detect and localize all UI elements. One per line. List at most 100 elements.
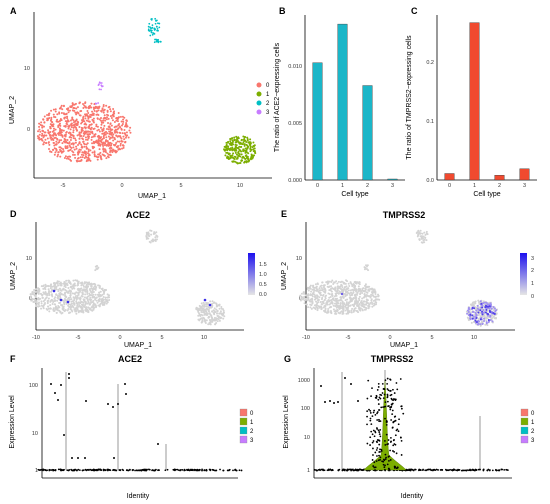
cell-point xyxy=(486,307,489,310)
cell-point xyxy=(476,304,479,307)
cell-point xyxy=(88,154,91,157)
cell-point xyxy=(77,311,80,314)
cell-point xyxy=(37,298,40,301)
cell-point xyxy=(42,287,45,290)
cell-point xyxy=(76,280,79,283)
cell-point xyxy=(99,140,102,143)
cell-point xyxy=(72,286,75,289)
cell-point xyxy=(49,131,52,134)
cell-point xyxy=(76,134,79,137)
cell-point xyxy=(121,468,124,471)
cell-point xyxy=(79,310,82,313)
cell-point xyxy=(352,305,355,308)
cell-point xyxy=(82,311,85,314)
cell-point xyxy=(363,300,366,303)
cell-point xyxy=(59,291,62,294)
cell-point xyxy=(54,299,57,302)
cell-point xyxy=(195,307,198,310)
cell-point xyxy=(340,288,343,291)
cell-point xyxy=(85,119,88,122)
cell-point xyxy=(106,293,109,296)
cell-point xyxy=(97,140,100,143)
cell-point xyxy=(87,115,90,118)
bar xyxy=(494,175,505,181)
cell-point xyxy=(31,293,34,296)
cell-point xyxy=(101,289,104,292)
cell-point xyxy=(322,286,325,289)
cell-point xyxy=(89,115,92,118)
cell-point xyxy=(93,151,96,154)
cell-point xyxy=(47,288,50,291)
expressing-cell xyxy=(59,298,63,302)
cell-point xyxy=(346,280,349,283)
cell-point xyxy=(505,468,508,471)
cell-point xyxy=(158,26,161,29)
cell-point xyxy=(153,469,156,472)
cell-point xyxy=(148,235,151,238)
cell-point xyxy=(332,308,335,311)
cell-point xyxy=(305,297,308,300)
cell-point xyxy=(229,140,232,143)
cell-point xyxy=(479,324,482,327)
cell-point xyxy=(335,294,338,297)
cell-point xyxy=(75,113,78,116)
cell-point xyxy=(61,134,64,137)
cell-point xyxy=(102,295,105,298)
cell-point xyxy=(364,284,367,287)
cell-point xyxy=(391,409,394,412)
cell-point xyxy=(46,299,49,302)
feature-d-colorbar xyxy=(248,253,255,295)
cell-point xyxy=(220,305,223,308)
cell-point xyxy=(104,133,107,136)
cell-point xyxy=(98,148,101,151)
cell-point xyxy=(154,17,157,20)
bar xyxy=(312,62,323,181)
cell-point xyxy=(328,303,331,306)
cell-point xyxy=(306,294,309,297)
cell-point xyxy=(437,469,439,471)
cell-point xyxy=(155,238,158,241)
cell-point xyxy=(70,300,73,303)
cell-point xyxy=(414,468,416,471)
cell-point xyxy=(308,299,311,302)
cell-point xyxy=(203,303,206,306)
cell-point xyxy=(324,307,327,310)
cell-point xyxy=(345,301,348,304)
cell-point xyxy=(57,288,60,291)
tmprss2-violin-plot: TMPRSS2 Expression Level Identity 1000 1… xyxy=(283,354,535,500)
cell-point xyxy=(326,301,329,304)
cell-point xyxy=(53,142,56,145)
cell-point xyxy=(328,296,331,299)
cell-point xyxy=(324,295,327,298)
cell-point xyxy=(205,469,208,472)
cell-point xyxy=(124,140,127,143)
cell-point xyxy=(37,292,40,295)
cell-point xyxy=(366,410,369,413)
cell-point xyxy=(85,123,88,126)
cell-point xyxy=(233,139,236,142)
cell-point xyxy=(103,288,106,291)
cell-point xyxy=(384,401,387,404)
cell-point xyxy=(237,137,240,140)
cell-point xyxy=(65,302,68,305)
cell-point xyxy=(60,139,63,142)
cell-point xyxy=(61,142,64,145)
cell-point xyxy=(155,19,158,22)
cell-point xyxy=(78,125,81,128)
cell-point xyxy=(73,137,76,140)
cell-point xyxy=(41,129,44,132)
cell-point xyxy=(99,302,102,305)
cell-point xyxy=(187,468,190,471)
cell-point xyxy=(378,298,381,301)
cell-point xyxy=(65,279,68,282)
cell-point xyxy=(492,315,495,318)
cell-point xyxy=(101,299,104,302)
cell-point xyxy=(116,135,119,138)
cell-point xyxy=(84,300,87,303)
feature-d-ytick: 0 xyxy=(29,296,32,302)
cell-point xyxy=(391,426,394,429)
cell-point xyxy=(313,289,316,292)
cell-point xyxy=(338,468,341,471)
cell-point xyxy=(87,311,90,314)
cell-point xyxy=(374,469,376,471)
